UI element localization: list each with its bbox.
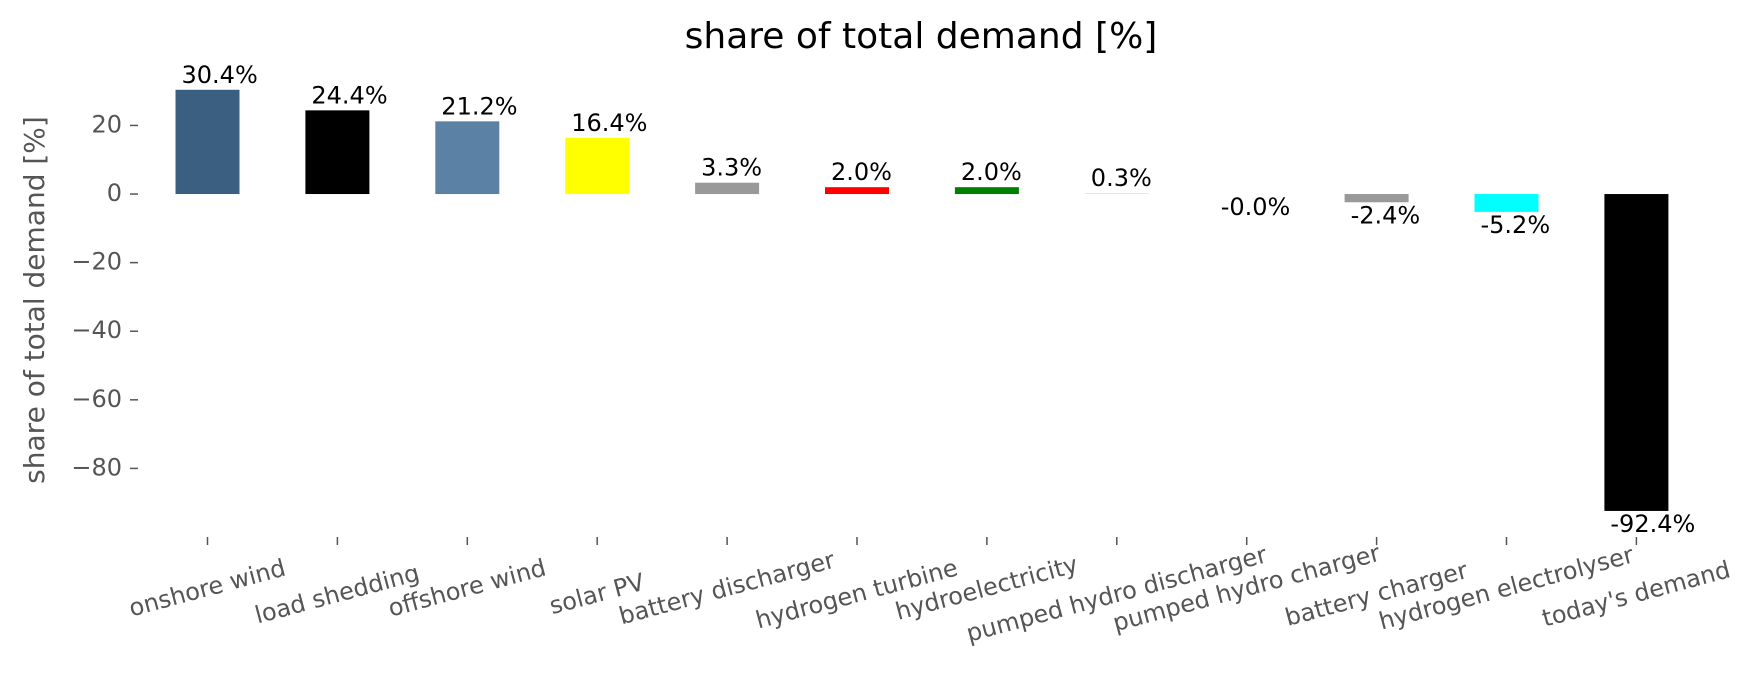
bar bbox=[1604, 194, 1669, 511]
y-tick-label: −20 bbox=[71, 248, 122, 276]
bar bbox=[954, 187, 1019, 195]
value-label: 3.3% bbox=[701, 154, 762, 182]
bar bbox=[305, 110, 370, 195]
value-label: -2.4% bbox=[1351, 201, 1421, 229]
y-axis-label: share of total demand [%] bbox=[18, 116, 51, 484]
value-label: 21.2% bbox=[441, 92, 517, 120]
bar bbox=[435, 121, 500, 195]
y-tick-label: −80 bbox=[71, 453, 122, 481]
bar bbox=[565, 137, 630, 195]
bar bbox=[175, 89, 240, 195]
chart-title: share of total demand [%] bbox=[685, 16, 1158, 57]
value-label: 2.0% bbox=[961, 158, 1022, 186]
value-label: 2.0% bbox=[831, 158, 892, 186]
y-tick-label: −40 bbox=[71, 316, 122, 344]
value-label: -92.4% bbox=[1610, 510, 1695, 538]
value-label: -0.0% bbox=[1221, 193, 1291, 221]
bar bbox=[1344, 194, 1409, 203]
bar bbox=[825, 187, 889, 195]
y-tick-label: 0 bbox=[107, 179, 122, 207]
bar bbox=[1084, 193, 1149, 195]
value-label: 30.4% bbox=[182, 61, 258, 89]
y-tick-label: 20 bbox=[91, 110, 122, 138]
value-label: 24.4% bbox=[311, 81, 387, 109]
value-label: 0.3% bbox=[1091, 164, 1152, 192]
y-tick-label: −60 bbox=[71, 385, 122, 413]
bar bbox=[1474, 194, 1539, 212]
value-label: -5.2% bbox=[1481, 211, 1551, 239]
value-label: 16.4% bbox=[571, 109, 647, 137]
bar bbox=[695, 182, 760, 195]
